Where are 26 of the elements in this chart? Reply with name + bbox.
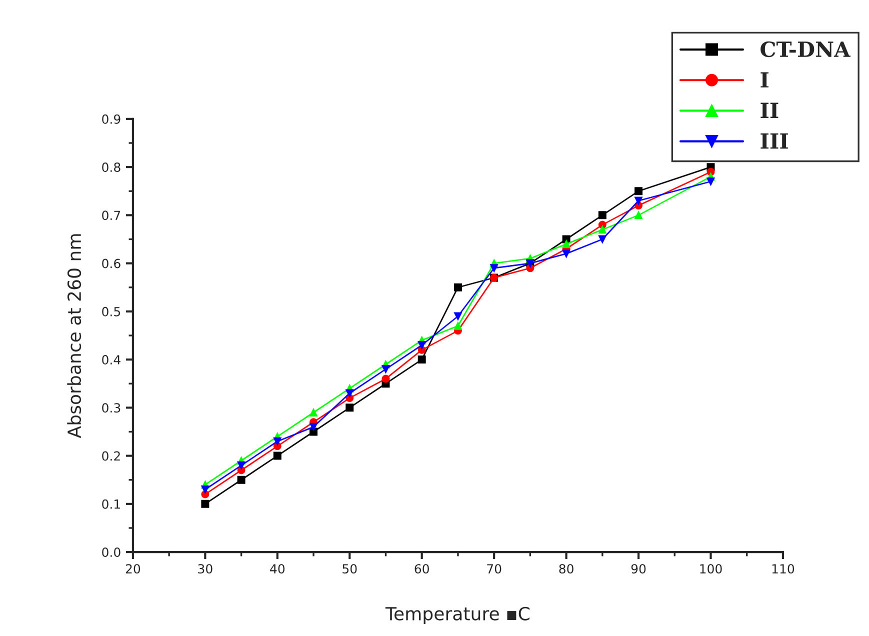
legend-label: III — [760, 133, 788, 149]
x-tick-label: 50 — [342, 564, 357, 574]
x-tick-label: 20 — [126, 564, 140, 574]
y-tick-label: 0.9 — [102, 114, 120, 124]
y-tick-label: 0.8 — [102, 162, 120, 172]
y-tick-label: 0.4 — [102, 355, 120, 364]
x-tick-label: 70 — [487, 564, 502, 574]
x-tick-label: 100 — [700, 564, 722, 574]
y-tick-label: 0.1 — [102, 499, 120, 509]
x-axis-title: Temperature ▪C — [385, 606, 530, 624]
legend-label: II — [760, 102, 778, 118]
y-tick-label: 0.6 — [102, 258, 120, 268]
y-axis-title: Absorbance at 260 nm — [67, 234, 82, 438]
x-tick-label: 110 — [772, 564, 794, 574]
y-tick-label: 0.3 — [102, 403, 120, 413]
legend-label: CT-DNA — [760, 41, 850, 58]
x-tick-label: 60 — [414, 564, 429, 574]
y-tick-label: 0.7 — [102, 210, 120, 220]
x-tick-label: 90 — [631, 564, 646, 574]
x-tick-label: 40 — [270, 564, 285, 574]
x-tick-label: 30 — [198, 564, 212, 574]
x-tick-label: 80 — [559, 564, 574, 574]
y-tick-label: 0.5 — [102, 306, 120, 316]
y-tick-label: 0.2 — [102, 451, 120, 461]
legend-label: I — [760, 72, 768, 88]
y-tick-label: 0.0 — [102, 548, 120, 557]
